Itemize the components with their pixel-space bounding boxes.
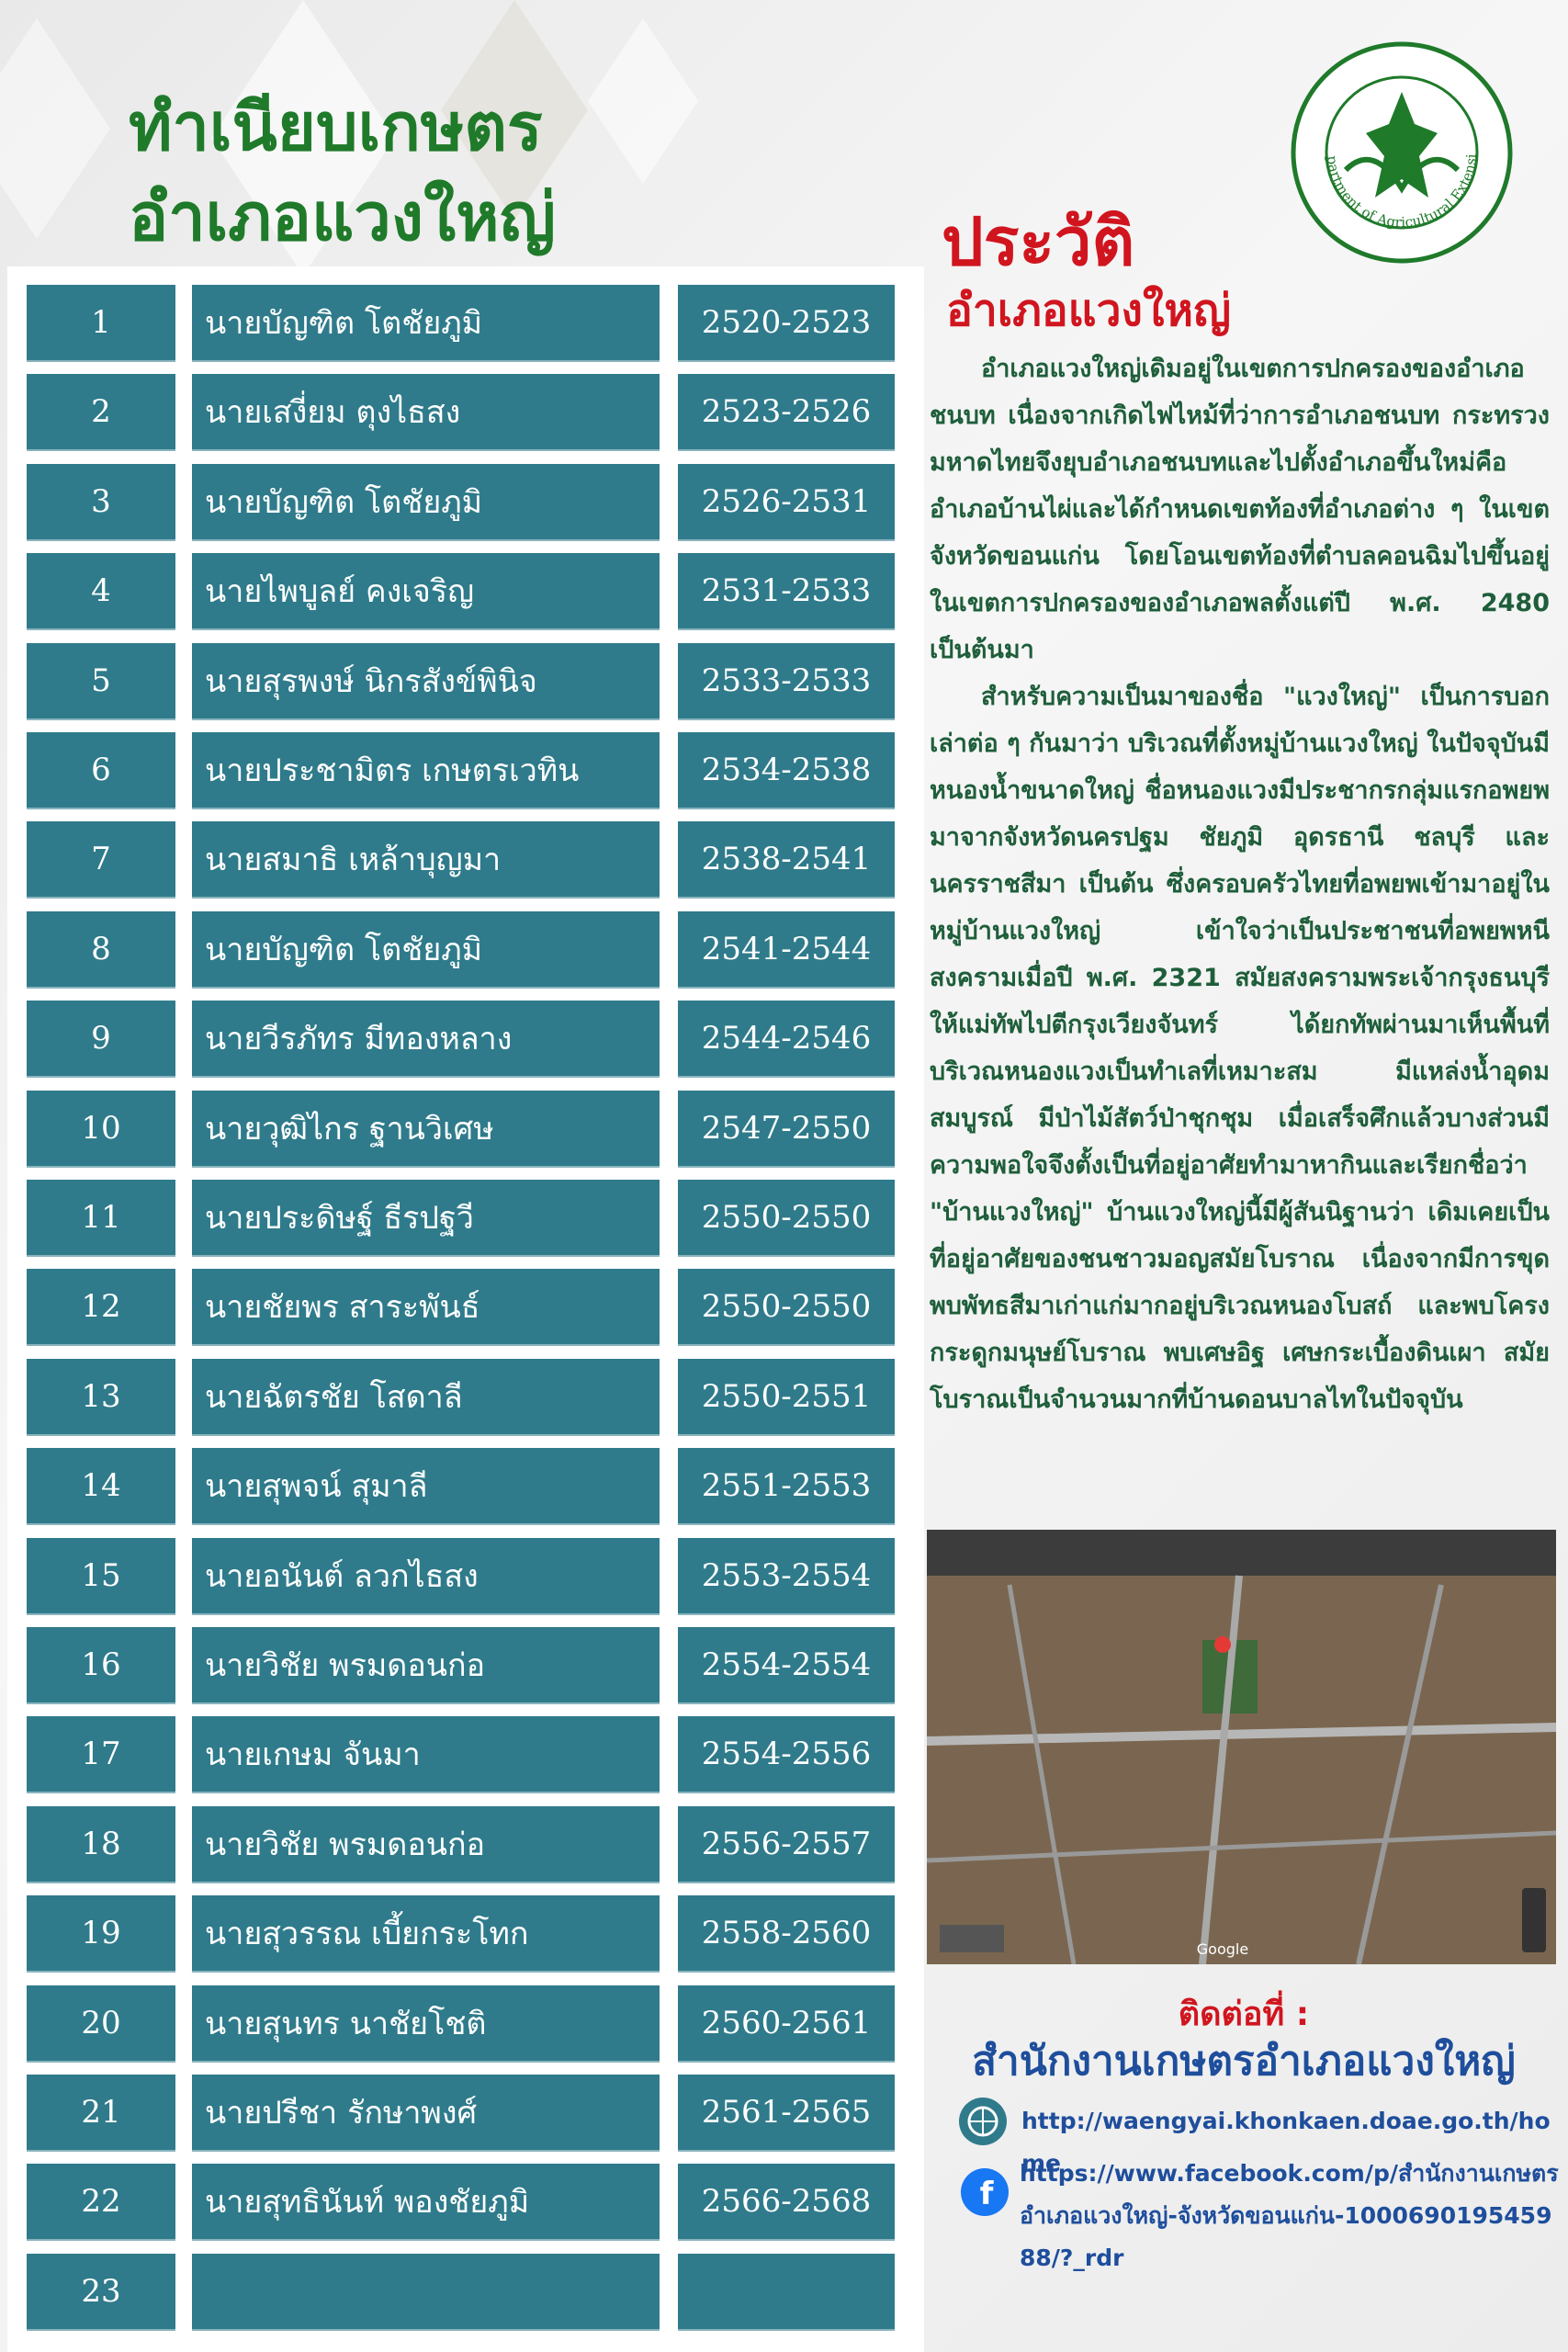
officer-name bbox=[192, 2253, 660, 2329]
term-years: 2523-2526 bbox=[678, 374, 895, 450]
officer-name: นายวิชัย พรมดอนก่อ bbox=[192, 1627, 660, 1702]
row-number: 7 bbox=[27, 821, 175, 898]
row-number: 12 bbox=[27, 1269, 175, 1345]
officer-name: นายบัญฑิต โตชัยภูมิ bbox=[192, 463, 660, 539]
term-years: 2550-2551 bbox=[678, 1358, 895, 1434]
officer-name: นายบัญฑิต โตชัยภูมิ bbox=[192, 910, 660, 987]
row-number: 6 bbox=[27, 732, 175, 808]
paragraph: อำเภอแวงใหญ่เดิมอยู่ในเขตการปกครองของอำเ… bbox=[930, 355, 1550, 664]
officer-name: นายวุฒิไกร ฐานวิเศษ bbox=[192, 1090, 660, 1166]
term-years: 2558-2560 bbox=[678, 1895, 895, 1972]
officer-name: นายปรีชา รักษาพงศ์ bbox=[192, 2075, 660, 2150]
row-number: 21 bbox=[27, 2075, 175, 2150]
logo: Department of Agricultural Extension bbox=[1291, 41, 1513, 264]
row-number: 3 bbox=[27, 463, 175, 539]
row-number: 11 bbox=[27, 1180, 175, 1255]
term-years: 2533-2533 bbox=[678, 642, 895, 718]
row-number: 8 bbox=[27, 910, 175, 987]
officer-name: นายสุรพงษ์ นิกรสังข์พินิจ bbox=[192, 642, 660, 718]
officer-name: นายสมาธิ เหล้าบุญมา bbox=[192, 821, 660, 898]
officer-name: นายเกษม จันมา bbox=[192, 1716, 660, 1792]
officer-name: นายสุทธินันท์ พองชัยภูมิ bbox=[192, 2164, 660, 2240]
term-years bbox=[678, 2253, 895, 2329]
officer-name: นายไพบูลย์ คงเจริญ bbox=[192, 553, 660, 629]
officer-name: นายอนันต์ ลวกไธสง bbox=[192, 1537, 660, 1613]
officer-name: นายเสงี่ยม ตุงไธสง bbox=[192, 374, 660, 450]
term-years: 2556-2557 bbox=[678, 1805, 895, 1882]
term-years: 2544-2546 bbox=[678, 1001, 895, 1077]
officer-name: นายสุพจน์ สุมาลี bbox=[192, 1448, 660, 1524]
map[interactable]: Google bbox=[927, 1530, 1556, 1964]
row-number: 15 bbox=[27, 1537, 175, 1613]
term-years: 2554-2554 bbox=[678, 1627, 895, 1702]
row-number: 14 bbox=[27, 1448, 175, 1524]
map-image: Google bbox=[927, 1530, 1556, 1964]
officer-name: นายวิชัย พรมดอนก่อ bbox=[192, 1805, 660, 1882]
row-number: 5 bbox=[27, 642, 175, 718]
facebook-link[interactable]: https://www.facebook.com/p/สำนักงานเกษตร… bbox=[1020, 2160, 1559, 2271]
row-number: 17 bbox=[27, 1716, 175, 1792]
web-icon bbox=[959, 2098, 1007, 2145]
term-years: 2551-2553 bbox=[678, 1448, 895, 1524]
term-years: 2526-2531 bbox=[678, 463, 895, 539]
row-number: 13 bbox=[27, 1358, 175, 1434]
term-years: 2550-2550 bbox=[678, 1269, 895, 1345]
term-years: 2541-2544 bbox=[678, 910, 895, 987]
facebook-icon: f bbox=[961, 2168, 1009, 2216]
term-years: 2554-2556 bbox=[678, 1716, 895, 1792]
term-years: 2553-2554 bbox=[678, 1537, 895, 1613]
term-years: 2531-2533 bbox=[678, 553, 895, 629]
officer-name: นายสุวรรณ เบี้ยกระโทก bbox=[192, 1895, 660, 1972]
row-number: 22 bbox=[27, 2164, 175, 2240]
history-subtitle: อำเภอแวงใหญ่ bbox=[946, 285, 1231, 336]
term-years: 2534-2538 bbox=[678, 732, 895, 808]
contact-office: สำนักงานเกษตรอำเภอแวงใหญ่ bbox=[972, 2038, 1516, 2085]
map-attribution: Google bbox=[1197, 1940, 1248, 1958]
row-number: 2 bbox=[27, 374, 175, 450]
officer-name: นายประดิษฐ์ ธีรปฐวี bbox=[192, 1180, 660, 1255]
row-number: 16 bbox=[27, 1627, 175, 1702]
table-panel: 1 นายบัญฑิต โตชัยภูมิ 2520-2523 2 นายเสงี่ยม… bbox=[7, 266, 924, 2352]
term-years: 2560-2561 bbox=[678, 1984, 895, 2061]
row-number: 18 bbox=[27, 1805, 175, 1882]
officer-name: นายประชามิตร เกษตรเวทิน bbox=[192, 732, 660, 808]
row-number: 9 bbox=[27, 1001, 175, 1077]
officer-name: นายสุนทร นาชัยโชติ bbox=[192, 1984, 660, 2061]
row-number: 4 bbox=[27, 553, 175, 629]
svg-text:f: f bbox=[980, 2176, 995, 2212]
contact-label: ติดต่อที่ : bbox=[1178, 1996, 1310, 2033]
history-text: อำเภอแวงใหญ่เดิมอยู่ในเขตการปกครองของอำเ… bbox=[930, 345, 1550, 1423]
term-years: 2550-2550 bbox=[678, 1180, 895, 1255]
title-line: ทำเนียบเกษตร bbox=[129, 88, 543, 165]
term-years: 2520-2523 bbox=[678, 285, 895, 360]
history-title: ประวัติ bbox=[942, 203, 1135, 280]
term-years: 2538-2541 bbox=[678, 821, 895, 898]
term-years: 2547-2550 bbox=[678, 1090, 895, 1166]
paragraph: สำหรับความเป็นมาของชื่อ "แวงใหญ่" เป็นกา… bbox=[930, 683, 1550, 1414]
title-line: อำเภอแวงใหญ่ bbox=[129, 178, 556, 255]
website-link[interactable]: http://waengyai.khonkaen.doae.go.th/home bbox=[1021, 2108, 1551, 2177]
background-decoration bbox=[0, 0, 698, 276]
term-years: 2566-2568 bbox=[678, 2164, 895, 2240]
officer-name: นายฉัตรชัย โสดาลี bbox=[192, 1358, 660, 1434]
row-number: 1 bbox=[27, 285, 175, 360]
row-number: 20 bbox=[27, 1984, 175, 2061]
officer-name: นายชัยพร สาระพันธ์ bbox=[192, 1269, 660, 1345]
row-number: 19 bbox=[27, 1895, 175, 1972]
officer-name: นายบัญฑิต โตชัยภูมิ bbox=[192, 285, 660, 360]
row-number: 10 bbox=[27, 1090, 175, 1166]
officer-name: นายวีรภัทร มีทองหลาง bbox=[192, 1001, 660, 1077]
row-number: 23 bbox=[27, 2253, 175, 2329]
term-years: 2561-2565 bbox=[678, 2075, 895, 2150]
